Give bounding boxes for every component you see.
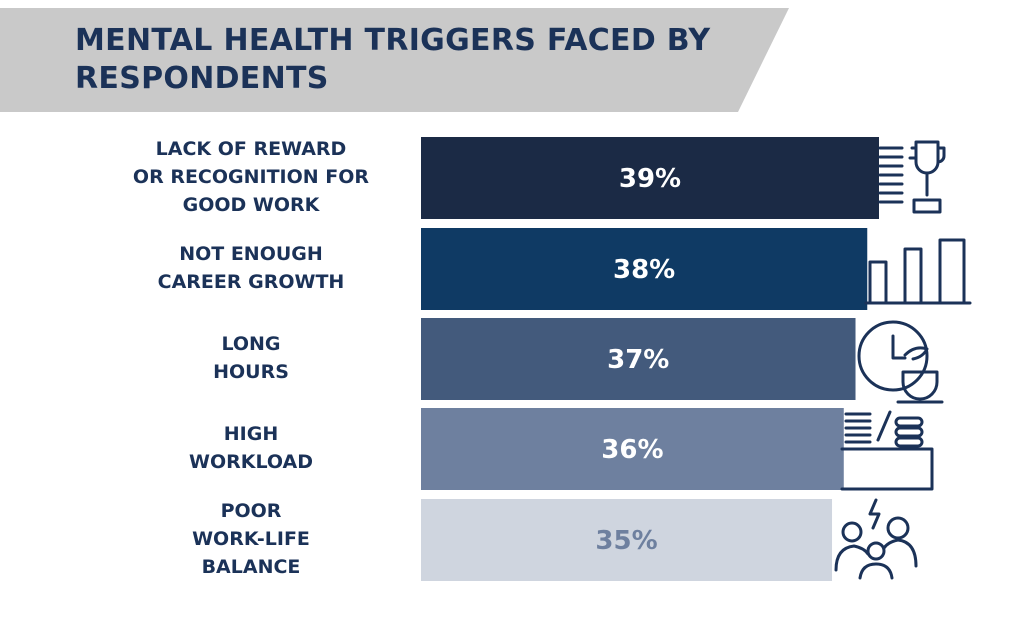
bar <box>421 137 879 219</box>
category-label: HIGH WORKLOAD <box>188 423 313 473</box>
data-label: 37% <box>607 345 669 375</box>
stressed-family-icon <box>834 498 918 580</box>
chart-title: MENTAL HEALTH TRIGGERS FACED BY RESPONDE… <box>75 23 711 96</box>
clock-coffee-icon <box>857 320 944 404</box>
category-label: POOR WORK-LIFE BALANCE <box>192 500 310 578</box>
category-label: NOT ENOUGH CAREER GROWTH <box>157 243 345 293</box>
growth-bars-icon <box>864 238 972 305</box>
bar <box>421 408 844 490</box>
workload-desk-icon <box>840 410 934 491</box>
bar <box>421 228 868 310</box>
data-label: 36% <box>601 435 663 465</box>
category-label: LACK OF REWARD OR RECOGNITION FOR GOOD W… <box>132 138 370 216</box>
bar <box>421 318 856 400</box>
data-label: 39% <box>619 164 681 194</box>
trophy-icon <box>878 140 946 214</box>
data-label: 35% <box>595 526 657 556</box>
category-label: LONG HOURS <box>213 333 289 383</box>
title-banner <box>0 8 789 112</box>
bar <box>421 499 833 581</box>
data-label: 38% <box>613 255 675 285</box>
